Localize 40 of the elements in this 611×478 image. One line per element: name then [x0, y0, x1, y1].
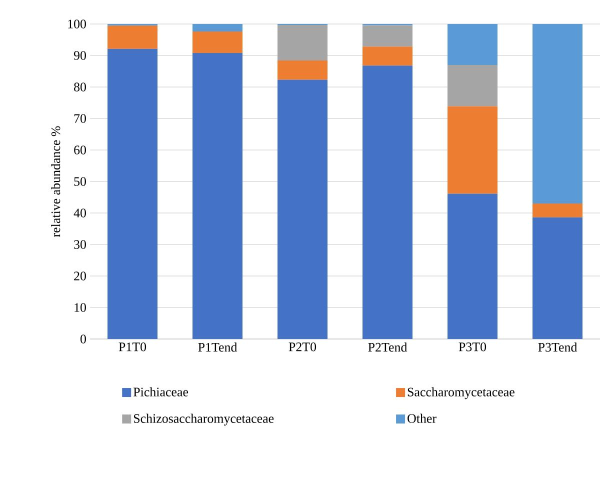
y-tick-label: 10 [74, 303, 86, 312]
bar [192, 32, 242, 53]
y-tick-label: 100 [68, 20, 86, 28]
y-tick-label: 70 [74, 114, 86, 123]
x-tick-label: P2Tend [368, 342, 408, 352]
bar [278, 24, 328, 61]
bar [192, 24, 242, 32]
y-tick-label: 60 [74, 146, 86, 154]
bar [362, 25, 413, 47]
y-tick-label: 30 [74, 240, 86, 249]
x-tick-label: P2T0 [288, 342, 316, 352]
bar [278, 60, 328, 80]
bar [532, 217, 583, 339]
legend-label: Schizosaccharomycetaceae [134, 414, 274, 426]
y-tick-label: 40 [74, 208, 86, 218]
bar [278, 80, 328, 339]
bar [108, 48, 158, 339]
bar [192, 52, 242, 339]
bar [448, 64, 498, 106]
y-tick-label: 20 [74, 272, 86, 280]
bar [362, 66, 413, 339]
bar [532, 24, 583, 204]
y-tick-label: 0 [80, 334, 86, 344]
x-tick-label: P1Tend [198, 342, 238, 352]
x-tick-label: P3Tend [538, 342, 578, 352]
legend-label: Saccharomycetaceae [408, 387, 514, 400]
y-tick-label: 50 [74, 177, 86, 186]
bar [532, 204, 583, 218]
legend-label: Other [408, 414, 436, 423]
bar [448, 194, 498, 339]
bar [448, 24, 498, 65]
y-tick-label: 80 [74, 82, 86, 92]
x-tick-label: P1T0 [118, 342, 146, 352]
bar [108, 26, 158, 49]
x-tick-label: P3T0 [458, 342, 486, 352]
bar [362, 46, 413, 66]
bar [448, 106, 498, 194]
y-tick-label: 90 [74, 51, 86, 60]
y-axis-title: relative abundance % [51, 126, 60, 237]
legend-label: Pichiaceae [133, 387, 188, 396]
